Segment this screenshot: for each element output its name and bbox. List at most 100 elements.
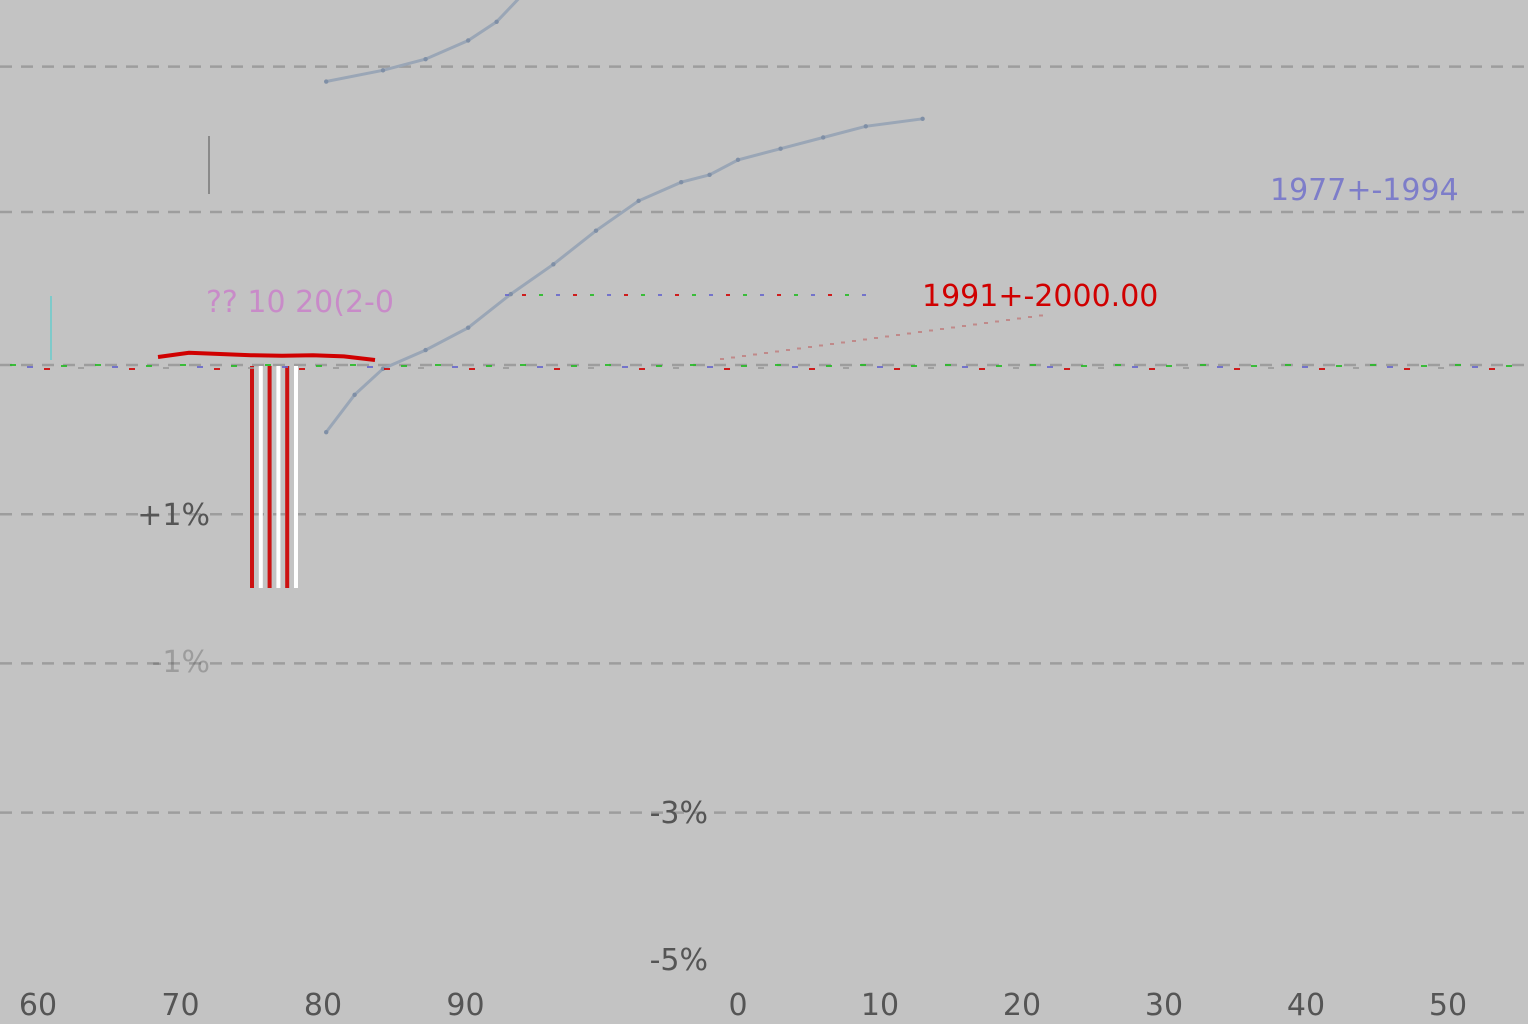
- noise-dash: [1268, 367, 1274, 369]
- noise-dash: [505, 294, 509, 296]
- y-tick-label: +1%: [137, 498, 210, 533]
- curve-point: [352, 392, 357, 398]
- noise-dash: [945, 364, 951, 366]
- noise-dash: [896, 334, 900, 336]
- noise-dash: [877, 366, 883, 368]
- noise-dash: [940, 328, 944, 330]
- noise-dash: [1098, 367, 1104, 369]
- curve-point: [707, 172, 712, 177]
- noise-dash: [753, 353, 757, 356]
- noise-dash: [10, 364, 16, 366]
- noise-dash: [573, 294, 577, 296]
- noise-dash: [973, 323, 977, 326]
- noise-dash: [656, 365, 662, 367]
- noise-dash: [731, 356, 735, 359]
- noise-dash: [1064, 368, 1070, 370]
- x-tick-label: 70: [161, 988, 199, 1023]
- noise-dash: [894, 368, 900, 370]
- noise-dash: [299, 368, 305, 370]
- noise-dash: [819, 344, 823, 347]
- noise-dash: [452, 366, 458, 368]
- noise-dash: [885, 335, 889, 338]
- curve-point: [735, 157, 741, 163]
- curve-point: [778, 146, 783, 151]
- noise-dash: [486, 365, 492, 367]
- noise-dash: [520, 364, 526, 366]
- noise-dash: [826, 365, 832, 367]
- noise-dash: [741, 365, 747, 367]
- curve-point: [494, 19, 499, 25]
- noise-dash: [709, 294, 713, 296]
- noise-dash: [641, 294, 645, 296]
- noise-dash: [197, 366, 203, 368]
- noise-dash: [907, 332, 911, 335]
- noise-dash: [690, 364, 696, 366]
- noise-dash: [503, 367, 509, 369]
- x-tick-label: 60: [19, 988, 57, 1023]
- noise-dash: [845, 294, 849, 296]
- noise-dash: [1285, 364, 1291, 366]
- noise-dash: [214, 368, 220, 370]
- noise-dash: [163, 367, 169, 369]
- curve-point: [423, 56, 428, 62]
- noise-dash: [1404, 368, 1410, 370]
- noise-dash: [316, 365, 322, 367]
- y-tick-labels: +1% -1% -3% -5%: [137, 498, 708, 978]
- noise-dash: [1506, 365, 1512, 367]
- noise-dash: [1489, 368, 1495, 370]
- curve-point: [679, 180, 684, 185]
- noise-dash: [775, 350, 779, 353]
- curve-point: [380, 68, 386, 73]
- noise-dash: [605, 364, 611, 366]
- noise-dash: [742, 355, 746, 357]
- noise-dash: [129, 368, 135, 370]
- noise-dash: [1149, 368, 1155, 370]
- x-tick-label: 40: [1287, 988, 1325, 1023]
- noise-dash: [112, 366, 118, 368]
- noise-dash: [1115, 364, 1121, 366]
- noise-dash: [248, 367, 254, 369]
- noise-dash: [809, 368, 815, 370]
- noise-dash: [775, 364, 781, 366]
- curve-point: [593, 228, 599, 233]
- bar: [267, 366, 272, 588]
- noise-dash: [61, 365, 67, 367]
- noise-dash: [675, 294, 679, 296]
- y-tick-label: -3%: [650, 796, 708, 831]
- x-tick-label: 0: [728, 988, 747, 1023]
- noise-dash: [860, 364, 866, 366]
- noise-dash: [350, 364, 356, 366]
- noise-dash: [808, 346, 812, 348]
- noise-dash: [1319, 368, 1325, 370]
- noise-dash: [1028, 316, 1032, 318]
- noise-dash: [792, 366, 798, 368]
- noise-dash: [1132, 366, 1138, 368]
- red-line-layer: [50, 136, 376, 362]
- noise-dash: [571, 365, 577, 367]
- noise-dash: [622, 366, 628, 368]
- noise-dash: [333, 367, 339, 369]
- bar-layer: [250, 366, 298, 588]
- noise-dash: [1353, 367, 1359, 369]
- noise-dash: [1166, 365, 1172, 367]
- noise-dash: [282, 366, 288, 368]
- noise-dash: [786, 349, 790, 351]
- noise-dash: [180, 364, 186, 366]
- noise-dash: [720, 358, 724, 360]
- noise-dash: [1472, 366, 1478, 368]
- x-tick-label: 50: [1429, 988, 1467, 1023]
- noise-dash: [367, 366, 373, 368]
- noise-dash: [95, 364, 101, 366]
- noise-dash: [522, 294, 526, 296]
- noise-dash: [1030, 364, 1036, 366]
- noise-dash: [384, 368, 390, 370]
- noise-dash: [962, 366, 968, 368]
- noise-dash: [607, 294, 611, 296]
- noise-dash: [797, 347, 801, 350]
- noise-dash: [673, 367, 679, 369]
- noise-dash: [1081, 365, 1087, 367]
- bar: [276, 366, 281, 588]
- noise-dash: [830, 343, 834, 345]
- y-tick-label: -5%: [650, 943, 708, 978]
